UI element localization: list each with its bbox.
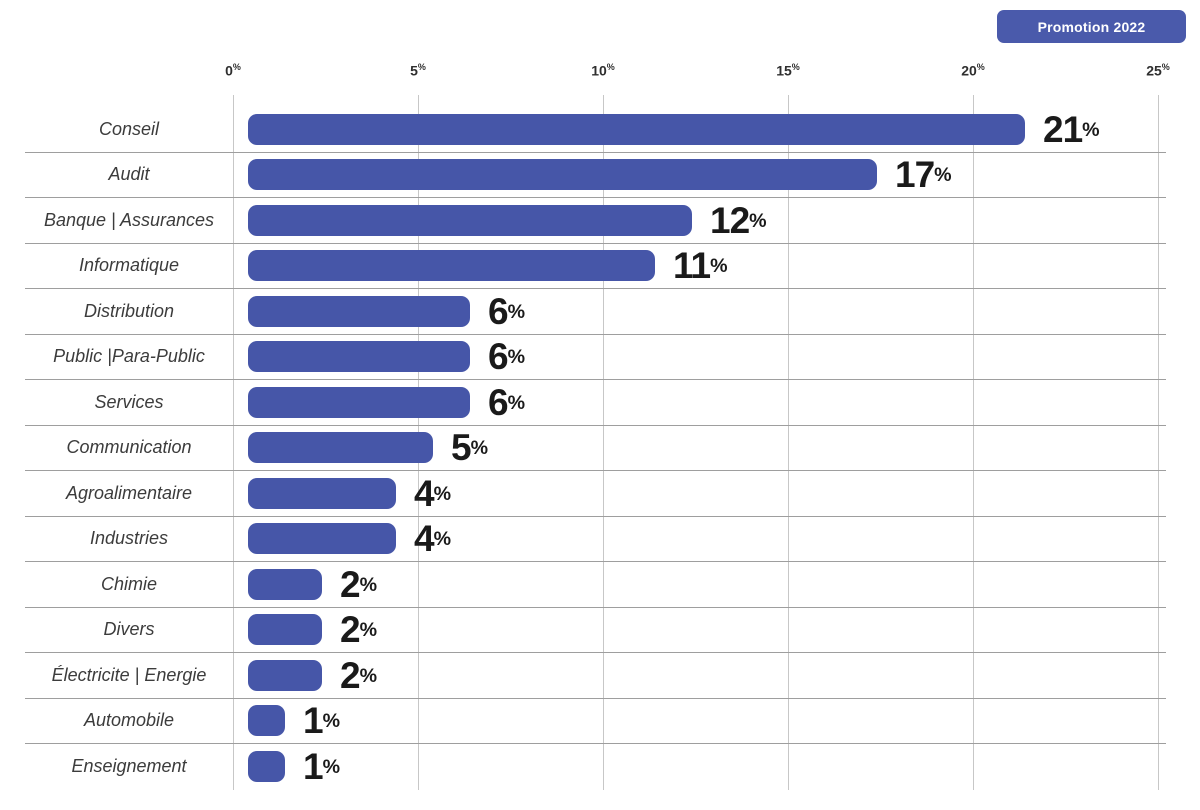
bar: [248, 295, 470, 327]
chart-row: Conseil 21%: [25, 107, 1166, 153]
value-label: 2%: [340, 563, 378, 605]
bar: [248, 751, 285, 783]
gridline-vertical: [603, 95, 604, 790]
plot-area: 4%: [233, 471, 1166, 516]
value-label: 6%: [488, 290, 526, 332]
bar: [248, 705, 285, 737]
value-label: 11%: [673, 245, 728, 287]
chart-row: Audit 17%: [25, 153, 1166, 198]
bar: [248, 159, 877, 191]
gridline-vertical: [233, 95, 234, 790]
x-tick-label: 20%: [961, 62, 985, 79]
bar: [248, 204, 692, 236]
category-label: Communication: [66, 437, 192, 458]
plot-area: 6%: [233, 335, 1166, 380]
x-tick-label: 25%: [1146, 62, 1170, 79]
value-label: 4%: [414, 472, 452, 514]
plot-area: 4%: [233, 517, 1166, 562]
bar: [248, 523, 396, 555]
category-label: Banque | Assurances: [43, 209, 215, 230]
x-tick-label: 5%: [410, 62, 426, 79]
category-label: Informatique: [78, 255, 180, 276]
value-label: 1%: [303, 746, 341, 788]
chart-row: Communication 5%: [25, 426, 1166, 471]
legend-badge: Promotion 2022: [997, 10, 1186, 43]
bar: [248, 659, 322, 691]
plot-area: 2%: [233, 562, 1166, 607]
bar: [248, 113, 1025, 145]
chart-row: Divers 2%: [25, 608, 1166, 653]
value-label: 12%: [710, 199, 767, 241]
x-tick-label: 15%: [776, 62, 800, 79]
plot-area: 1%: [233, 699, 1166, 744]
plot-area: 2%: [233, 653, 1166, 698]
category-label: Chimie: [100, 573, 157, 594]
category-label: Enseignement: [71, 756, 187, 777]
chart-row: Distribution 6%: [25, 289, 1166, 335]
bar: [248, 614, 322, 646]
category-label: Agroalimentaire: [65, 482, 193, 503]
category-label: Public |Para-Public: [53, 346, 205, 367]
chart-row: Public |Para-Public 6%: [25, 335, 1166, 380]
bar-rows: Conseil 21% Audit 17% Banque | Assurances 12%…: [25, 107, 1166, 790]
value-label: 6%: [488, 336, 526, 378]
category-label: Conseil: [98, 118, 160, 139]
category-label: Audit: [108, 164, 150, 185]
value-label: 1%: [303, 700, 341, 742]
bar: [248, 568, 322, 600]
value-label: 6%: [488, 381, 526, 423]
category-label: Services: [94, 391, 164, 412]
chart-row: Chimie 2%: [25, 562, 1166, 608]
value-label: 2%: [340, 609, 378, 651]
plot-area: 12%: [233, 198, 1166, 243]
bar: [248, 477, 396, 509]
chart-row: Électricite | Energie 2%: [25, 653, 1166, 699]
plot-area: 6%: [233, 380, 1166, 425]
bar: [248, 432, 433, 464]
value-label: 21%: [1043, 108, 1100, 150]
gridline-vertical: [1158, 95, 1159, 790]
bar: [248, 250, 655, 282]
gridline-vertical: [788, 95, 789, 790]
value-label: 17%: [895, 154, 952, 196]
category-label: Automobile: [83, 710, 175, 731]
x-tick-label: 0%: [225, 62, 241, 79]
plot-area: 17%: [233, 153, 1166, 198]
category-label: Distribution: [83, 300, 175, 321]
chart-row: Informatique 11%: [25, 244, 1166, 289]
bar: [248, 386, 470, 418]
plot-area: 1%: [233, 744, 1166, 790]
chart-row: Services 6%: [25, 380, 1166, 426]
chart-row: Automobile 1%: [25, 699, 1166, 744]
value-label: 5%: [451, 427, 489, 469]
category-label: Divers: [103, 619, 155, 640]
chart-row: Enseignement 1%: [25, 744, 1166, 790]
plot-area: 5%: [233, 426, 1166, 471]
x-tick-label: 10%: [591, 62, 615, 79]
chart-row: Banque | Assurances 12%: [25, 198, 1166, 244]
value-label: 2%: [340, 654, 378, 696]
category-label: Électricite | Energie: [51, 664, 207, 685]
gridline-vertical: [973, 95, 974, 790]
category-label: Industries: [89, 528, 169, 549]
plot-area: 2%: [233, 608, 1166, 653]
plot-area: 11%: [233, 244, 1166, 289]
legend-badge-label: Promotion 2022: [1037, 18, 1146, 35]
plot-area: 21%: [233, 107, 1166, 152]
value-label: 4%: [414, 518, 452, 560]
chart-row: Agroalimentaire 4%: [25, 471, 1166, 517]
chart-row: Industries 4%: [25, 517, 1166, 562]
bar: [248, 341, 470, 373]
plot-area: 6%: [233, 289, 1166, 334]
